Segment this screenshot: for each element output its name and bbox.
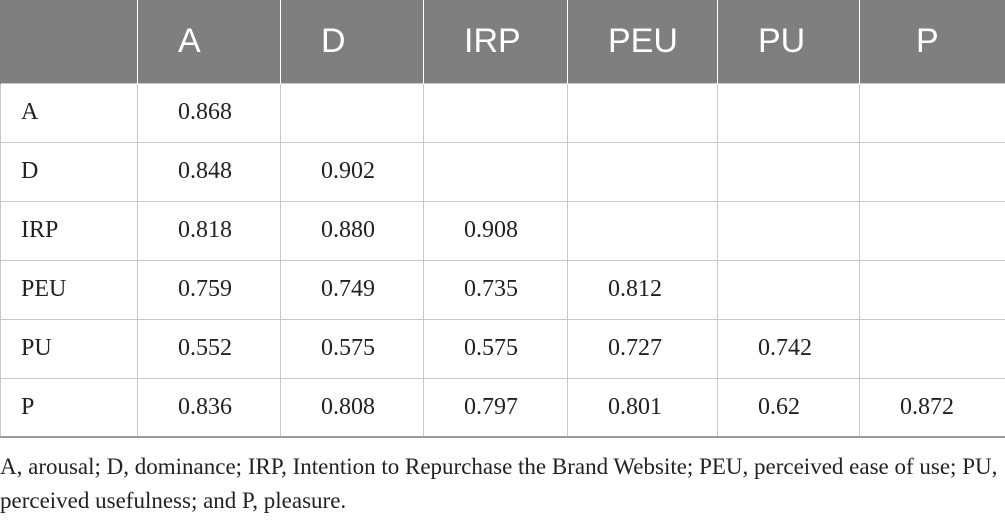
table-cell: 0.62 xyxy=(717,377,860,438)
table-cell xyxy=(859,200,1005,261)
table-cell xyxy=(859,318,1005,379)
table-row: PEU 0.759 0.749 0.735 0.812 xyxy=(0,259,1005,320)
table-cell: 0.880 xyxy=(280,200,424,261)
row-label: A xyxy=(0,82,138,143)
table-cell xyxy=(423,141,568,202)
row-label: P xyxy=(0,377,138,438)
table-cell xyxy=(567,82,718,143)
table-row: PU 0.552 0.575 0.575 0.727 0.742 xyxy=(0,318,1005,379)
table-cell: 0.801 xyxy=(567,377,718,438)
table-body: A 0.868 D 0.848 0.902 IRP 0.818 0.8 xyxy=(0,82,1005,438)
header-cell-p: P xyxy=(859,0,1005,83)
table-cell xyxy=(859,259,1005,320)
table-row: D 0.848 0.902 xyxy=(0,141,1005,202)
row-label: PU xyxy=(0,318,138,379)
table-cell xyxy=(567,141,718,202)
table-cell xyxy=(859,82,1005,143)
table-cell: 0.727 xyxy=(567,318,718,379)
table-cell: 0.797 xyxy=(423,377,568,438)
table-cell: 0.575 xyxy=(423,318,568,379)
table-cell: 0.872 xyxy=(859,377,1005,438)
header-row: A D IRP PEU PU P xyxy=(0,0,1005,83)
table-cell xyxy=(717,200,860,261)
table-cell: 0.836 xyxy=(137,377,281,438)
table-cell: 0.749 xyxy=(280,259,424,320)
header-cell-d: D xyxy=(280,0,424,83)
header-cell-irp: IRP xyxy=(423,0,568,83)
table-cell xyxy=(717,259,860,320)
table-cell: 0.575 xyxy=(280,318,424,379)
table-cell: 0.818 xyxy=(137,200,281,261)
header-cell-pu: PU xyxy=(717,0,860,83)
table-cell: 0.735 xyxy=(423,259,568,320)
table-cell: 0.908 xyxy=(423,200,568,261)
table-cell: 0.808 xyxy=(280,377,424,438)
table-cell: 0.552 xyxy=(137,318,281,379)
table-cell xyxy=(567,200,718,261)
table-cell: 0.902 xyxy=(280,141,424,202)
table-cell: 0.759 xyxy=(137,259,281,320)
row-label: PEU xyxy=(0,259,138,320)
row-label: D xyxy=(0,141,138,202)
table-cell: 0.848 xyxy=(137,141,281,202)
row-label: IRP xyxy=(0,200,138,261)
correlation-table: A D IRP PEU PU P A 0.868 D 0.848 0.90 xyxy=(0,0,1005,438)
header-cell-peu: PEU xyxy=(567,0,718,83)
table-cell xyxy=(717,141,860,202)
table-row: P 0.836 0.808 0.797 0.801 0.62 0.872 xyxy=(0,377,1005,438)
table-footnote: A, arousal; D, dominance; IRP, Intention… xyxy=(0,454,998,513)
header-cell-corner xyxy=(0,0,138,83)
table-cell xyxy=(423,82,568,143)
table-row: A 0.868 xyxy=(0,82,1005,143)
table-header: A D IRP PEU PU P xyxy=(0,0,1005,83)
table-cell xyxy=(280,82,424,143)
table-cell xyxy=(717,82,860,143)
correlation-table-container: A D IRP PEU PU P A 0.868 D 0.848 0.90 xyxy=(0,0,1005,438)
table-cell xyxy=(859,141,1005,202)
header-cell-a: A xyxy=(137,0,281,83)
table-cell: 0.742 xyxy=(717,318,860,379)
table-row: IRP 0.818 0.880 0.908 xyxy=(0,200,1005,261)
table-cell: 0.812 xyxy=(567,259,718,320)
table-cell: 0.868 xyxy=(137,82,281,143)
